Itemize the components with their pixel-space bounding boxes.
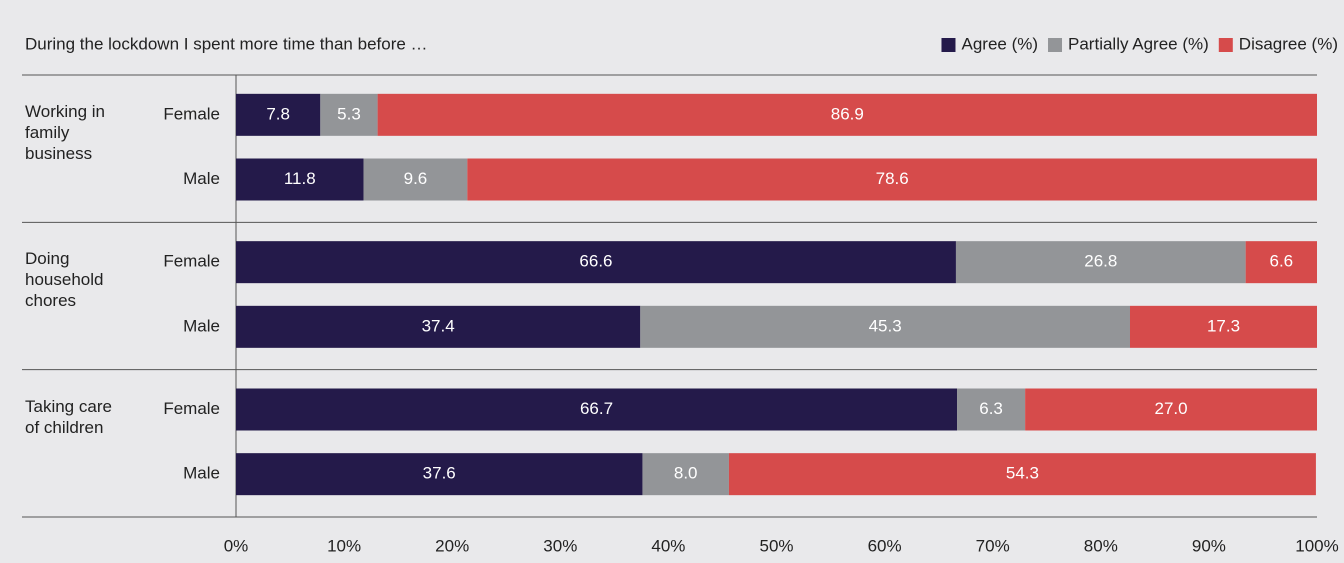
bar-segment — [320, 93, 378, 136]
value-label: 26.8 — [1084, 252, 1117, 271]
chart-title: During the lockdown I spent more time th… — [25, 34, 428, 53]
bar-segment — [955, 241, 1246, 284]
legend-swatch — [941, 38, 956, 52]
x-tick-label: 30% — [543, 536, 577, 555]
value-label: 8.0 — [674, 464, 698, 483]
value-label: 6.3 — [979, 399, 1003, 418]
category-label: Male — [183, 464, 220, 483]
value-label: 78.6 — [876, 169, 909, 188]
x-tick-label: 60% — [868, 536, 902, 555]
bar-segment — [728, 453, 1316, 496]
x-tick-label: 20% — [435, 536, 469, 555]
group-label: Taking care of children — [25, 396, 112, 437]
value-label: 37.6 — [423, 464, 456, 483]
bar-segment — [1025, 388, 1317, 431]
x-tick-label: 100% — [1295, 536, 1338, 555]
bar-segment — [236, 388, 958, 431]
legend-label: Partially Agree (%) — [1068, 34, 1209, 53]
bar-segment — [236, 241, 956, 284]
bar-segment — [642, 453, 729, 496]
legend-swatch — [1048, 38, 1063, 52]
bar-segment — [363, 158, 468, 201]
value-label: 11.8 — [284, 169, 316, 188]
value-label: 5.3 — [337, 104, 361, 123]
legend-swatch — [1218, 38, 1233, 52]
category-label: Female — [163, 252, 220, 271]
bar-segment — [1245, 241, 1317, 284]
bar-segment — [377, 93, 1318, 136]
value-label: 9.6 — [404, 169, 428, 188]
value-label: 17.3 — [1207, 316, 1240, 335]
value-label: 7.8 — [266, 104, 290, 123]
x-tick-label: 40% — [651, 536, 685, 555]
value-label: 45.3 — [869, 316, 902, 335]
value-label: 37.4 — [422, 316, 455, 335]
legend-label: Agree (%) — [961, 34, 1038, 53]
bar-segment — [236, 453, 643, 496]
category-label: Male — [183, 169, 220, 188]
bar-segment — [640, 305, 1130, 348]
value-label: 54.3 — [1006, 464, 1039, 483]
value-label: 66.6 — [579, 252, 612, 271]
category-label: Male — [183, 316, 220, 335]
value-label: 6.6 — [1270, 252, 1294, 271]
value-label: 86.9 — [831, 104, 864, 123]
x-tick-label: 80% — [1084, 536, 1118, 555]
bar-segment — [1129, 305, 1317, 348]
group-label: Working in family business — [25, 101, 105, 163]
x-tick-label: 90% — [1192, 536, 1226, 555]
category-label: Female — [163, 399, 220, 418]
bar-segment — [236, 305, 641, 348]
bar-segment — [236, 93, 321, 136]
category-label: Female — [163, 104, 220, 123]
group-label: Doing household chores — [25, 249, 104, 311]
x-tick-label: 10% — [327, 536, 361, 555]
bar-segment — [467, 158, 1318, 201]
x-tick-label: 0% — [224, 536, 249, 555]
value-label: 66.7 — [580, 399, 613, 418]
legend-label: Disagree (%) — [1239, 34, 1338, 53]
x-tick-label: 70% — [976, 536, 1010, 555]
bar-segment — [957, 388, 1026, 431]
bar-segment — [236, 158, 364, 201]
x-tick-label: 50% — [759, 536, 793, 555]
value-label: 27.0 — [1155, 399, 1188, 418]
